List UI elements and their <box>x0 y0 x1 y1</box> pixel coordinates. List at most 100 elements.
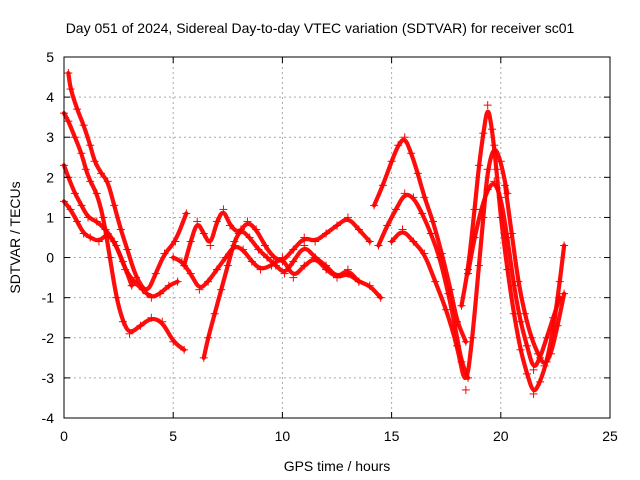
data-point <box>169 253 178 262</box>
y-tick-label: -4 <box>42 410 55 426</box>
series-2 <box>64 69 191 298</box>
data-point <box>90 157 99 166</box>
data-point <box>212 265 221 274</box>
data-point <box>186 269 195 278</box>
data-point <box>186 237 195 246</box>
data-point <box>66 205 75 214</box>
data-point <box>147 313 156 322</box>
series-10 <box>387 141 512 394</box>
data-point <box>514 277 523 286</box>
data-point <box>300 261 309 270</box>
data-point <box>453 341 462 350</box>
data-point <box>77 149 86 158</box>
data-point <box>483 165 492 174</box>
data-point <box>503 233 512 242</box>
data-point <box>547 349 556 358</box>
data-point <box>300 241 309 250</box>
data-point <box>509 281 518 290</box>
data-point <box>136 321 145 330</box>
data-point <box>289 273 298 282</box>
x-axis-label: GPS time / hours <box>284 458 391 474</box>
series-6 <box>169 241 385 302</box>
data-point <box>461 337 470 346</box>
data-point <box>204 333 213 342</box>
series-12 <box>464 177 564 374</box>
series-1 <box>60 109 189 354</box>
data-point <box>322 229 331 238</box>
data-point <box>413 169 422 178</box>
data-point <box>193 217 202 226</box>
data-point <box>103 177 112 186</box>
data-point <box>426 229 435 238</box>
data-point <box>217 285 226 294</box>
data-point <box>354 277 363 286</box>
data-point <box>147 293 156 302</box>
data-point <box>245 233 254 242</box>
data-point <box>81 165 90 174</box>
data-point <box>169 337 178 346</box>
data-point <box>507 229 516 238</box>
data-point <box>496 157 505 166</box>
y-tick-label: -1 <box>42 290 55 306</box>
data-point <box>400 133 409 142</box>
data-point <box>549 313 558 322</box>
data-point <box>376 293 385 302</box>
data-point <box>230 237 239 246</box>
data-point <box>77 201 86 210</box>
x-tick-label: 20 <box>493 428 509 444</box>
data-point <box>271 261 280 270</box>
data-point <box>247 257 256 266</box>
data-point <box>223 261 232 270</box>
data-point <box>110 237 119 246</box>
data-point <box>160 249 169 258</box>
data-point <box>444 289 453 298</box>
data-point <box>394 141 403 150</box>
data-point <box>529 389 538 398</box>
data-point <box>322 261 331 270</box>
data-point <box>523 341 532 350</box>
series-layer <box>60 69 569 398</box>
data-point <box>118 317 127 326</box>
data-point <box>210 309 219 318</box>
data-point <box>464 269 473 278</box>
data-point <box>529 365 538 374</box>
data-point <box>374 241 383 250</box>
data-point <box>560 289 569 298</box>
data-point <box>195 285 204 294</box>
data-point <box>311 237 320 246</box>
data-point <box>110 201 119 210</box>
data-point <box>509 309 518 318</box>
data-point <box>182 209 191 218</box>
data-point <box>254 245 263 254</box>
data-point <box>542 333 551 342</box>
data-point <box>516 345 525 354</box>
chart-title: Day 051 of 2024, Sidereal Day-to-day VTE… <box>66 20 575 36</box>
data-point <box>151 269 160 278</box>
series-5 <box>180 205 374 270</box>
data-point <box>105 253 114 262</box>
data-point <box>92 217 101 226</box>
data-point <box>418 209 427 218</box>
data-point <box>365 237 374 246</box>
data-point <box>496 193 505 202</box>
data-point <box>116 225 125 234</box>
data-point <box>533 349 542 358</box>
y-tick-label: 3 <box>46 129 54 145</box>
data-point <box>156 289 165 298</box>
plot-frame <box>63 56 611 419</box>
y-tick-label: -2 <box>42 330 55 346</box>
series-7 <box>199 225 363 362</box>
data-point <box>84 213 93 222</box>
x-tick-label: 15 <box>384 428 400 444</box>
data-point <box>523 369 532 378</box>
data-point <box>387 157 396 166</box>
data-point <box>483 101 492 110</box>
x-tick-label: 10 <box>275 428 291 444</box>
data-point <box>66 85 75 94</box>
series-line <box>201 229 361 360</box>
series-11 <box>457 101 569 398</box>
data-point <box>204 277 213 286</box>
data-point <box>127 281 136 290</box>
data-point <box>354 225 363 234</box>
